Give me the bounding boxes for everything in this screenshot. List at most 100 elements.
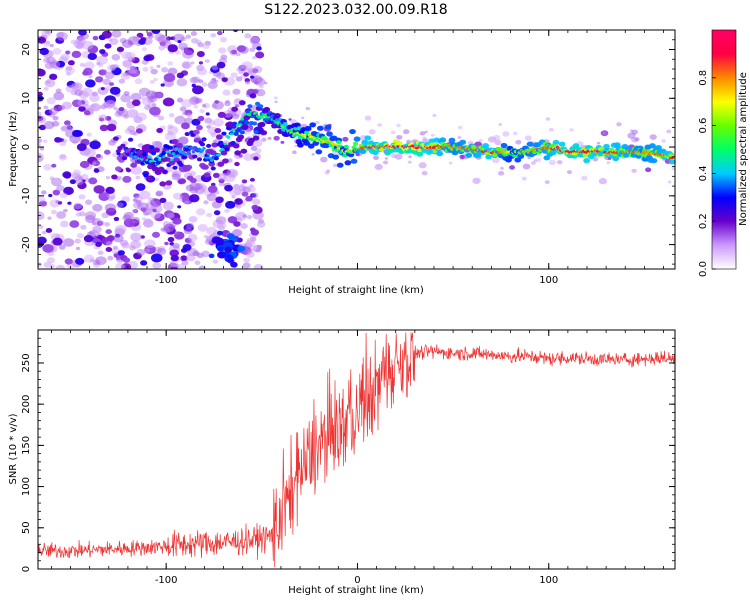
spectrogram-mark <box>140 96 146 101</box>
spectrogram-mark <box>234 198 243 205</box>
spectrogram-mark <box>195 97 203 104</box>
spectrogram-mark <box>182 243 192 251</box>
spectrogram-mark <box>242 262 251 269</box>
spectrogram-mark <box>104 71 115 80</box>
spectrogram-mark <box>300 116 305 120</box>
spectrogram-mark <box>105 241 113 247</box>
spectrogram-mark <box>113 234 124 243</box>
spectrogram-mark <box>186 150 191 154</box>
spectrogram-mark <box>157 35 169 45</box>
spectrogram-mark <box>233 30 239 33</box>
spectrogram-mark <box>181 155 187 160</box>
snr-x-tick-label: 0 <box>354 575 360 586</box>
snr-x-tick-label: -100 <box>155 575 178 586</box>
spectrogram-mark <box>203 200 209 205</box>
spectrogram-mark <box>324 124 332 130</box>
spectrogram-mark <box>121 242 130 249</box>
spectrogram-mark <box>75 257 85 265</box>
snr-y-tick-label: 250 <box>21 353 32 372</box>
spectrogram-mark <box>105 175 111 180</box>
spectrogram-mark <box>106 123 117 132</box>
spectrogram-mark <box>598 178 607 185</box>
spectrogram-mark <box>201 250 210 258</box>
spectrogram-mark <box>167 81 173 86</box>
spectrogram-mark <box>183 152 188 156</box>
spectrogram-mark <box>238 185 247 192</box>
spectrogram-mark <box>157 166 165 172</box>
spectrogram-mark <box>217 161 225 167</box>
spectrogram-mark <box>98 114 108 122</box>
spectrogram-mark <box>40 190 47 195</box>
spectrogram-mark <box>581 175 588 181</box>
spectrogram-mark <box>188 194 200 203</box>
spectrogram-mark <box>238 65 244 69</box>
spectrogram-mark <box>180 151 185 155</box>
spectrogram-mark <box>167 145 173 150</box>
spectrogram-mark <box>419 131 426 136</box>
spectrogram-mark <box>297 142 304 148</box>
spectrogram-mark <box>130 162 138 168</box>
spectrogram-mark <box>252 135 260 141</box>
spectrogram-mark <box>305 106 310 111</box>
spectrogram-mark <box>157 158 162 162</box>
spectrogram-mark <box>238 46 249 54</box>
spectrogram-mark <box>148 197 155 203</box>
spectrogram-mark <box>130 92 142 102</box>
spectrogram-mark <box>249 47 256 52</box>
spectrogram-mark <box>199 109 205 114</box>
spectrogram-mark <box>214 100 220 104</box>
spectrogram-mark <box>92 35 99 41</box>
spectrogram-mark <box>90 104 97 109</box>
spectrogram-mark <box>596 141 601 145</box>
spectrogram-mark <box>172 242 180 249</box>
spectrogram-mark <box>154 177 160 182</box>
spectrogram-mark <box>294 144 298 148</box>
spectrogram-mark <box>204 239 213 245</box>
spectrogram-mark <box>439 137 447 143</box>
spectrogram-mark <box>494 139 502 146</box>
spectrogram-mark <box>58 154 68 161</box>
spectrogram-mark <box>326 131 333 137</box>
spectrogram-mark <box>197 115 205 122</box>
spectrogram-mark <box>172 165 178 170</box>
spectrogram-mark <box>212 259 219 264</box>
spectrogram-mark <box>517 153 525 159</box>
spectrogram-mark <box>101 212 109 219</box>
spectrogram-mark <box>130 240 142 249</box>
spectrogram-mark <box>174 50 181 55</box>
spectrogram-mark <box>136 112 147 121</box>
spectrogram-mark <box>115 262 125 269</box>
spectrogram-mark <box>485 154 493 160</box>
spectrogram-mark <box>267 136 272 140</box>
spectrogram-mark <box>253 264 263 269</box>
spectrogram-mark <box>140 37 147 42</box>
spectrogram-mark <box>149 145 155 150</box>
spectrogram-mark <box>316 125 324 131</box>
spectrogram-mark <box>122 175 132 183</box>
spectrogram-mark <box>320 156 328 163</box>
spectrogram-mark <box>193 129 200 135</box>
spectrogram-mark <box>66 72 71 76</box>
spectrogram-mark <box>155 191 162 197</box>
spectrogram-mark <box>86 132 92 137</box>
spectrogram-mark <box>457 125 463 130</box>
spectrogram-mark <box>205 156 209 160</box>
spectrogram-mark <box>355 152 360 157</box>
spectrogram-mark <box>582 153 588 158</box>
spectrogram-mark <box>492 153 498 158</box>
spectrogram-mark <box>92 225 102 234</box>
spectrogram-mark <box>235 211 247 221</box>
spectrogram-mark <box>99 124 109 132</box>
spectrogram-mark <box>147 155 151 159</box>
spectrogram-mark <box>38 196 46 203</box>
spectrogram-mark <box>209 159 214 162</box>
spectrogram-mark <box>178 162 184 167</box>
spectrogram-mark <box>121 156 128 161</box>
spectrogram-mark <box>215 134 223 140</box>
spectrogram-mark <box>108 38 113 42</box>
spectrogram-mark <box>136 43 141 47</box>
spectrogram-mark <box>156 64 161 68</box>
snr-panel: -100 0 100 0 50 100 150 200 250 Height of strai… <box>8 329 676 596</box>
spectrogram-mark <box>115 149 121 154</box>
spectrogram-mark <box>221 77 228 83</box>
